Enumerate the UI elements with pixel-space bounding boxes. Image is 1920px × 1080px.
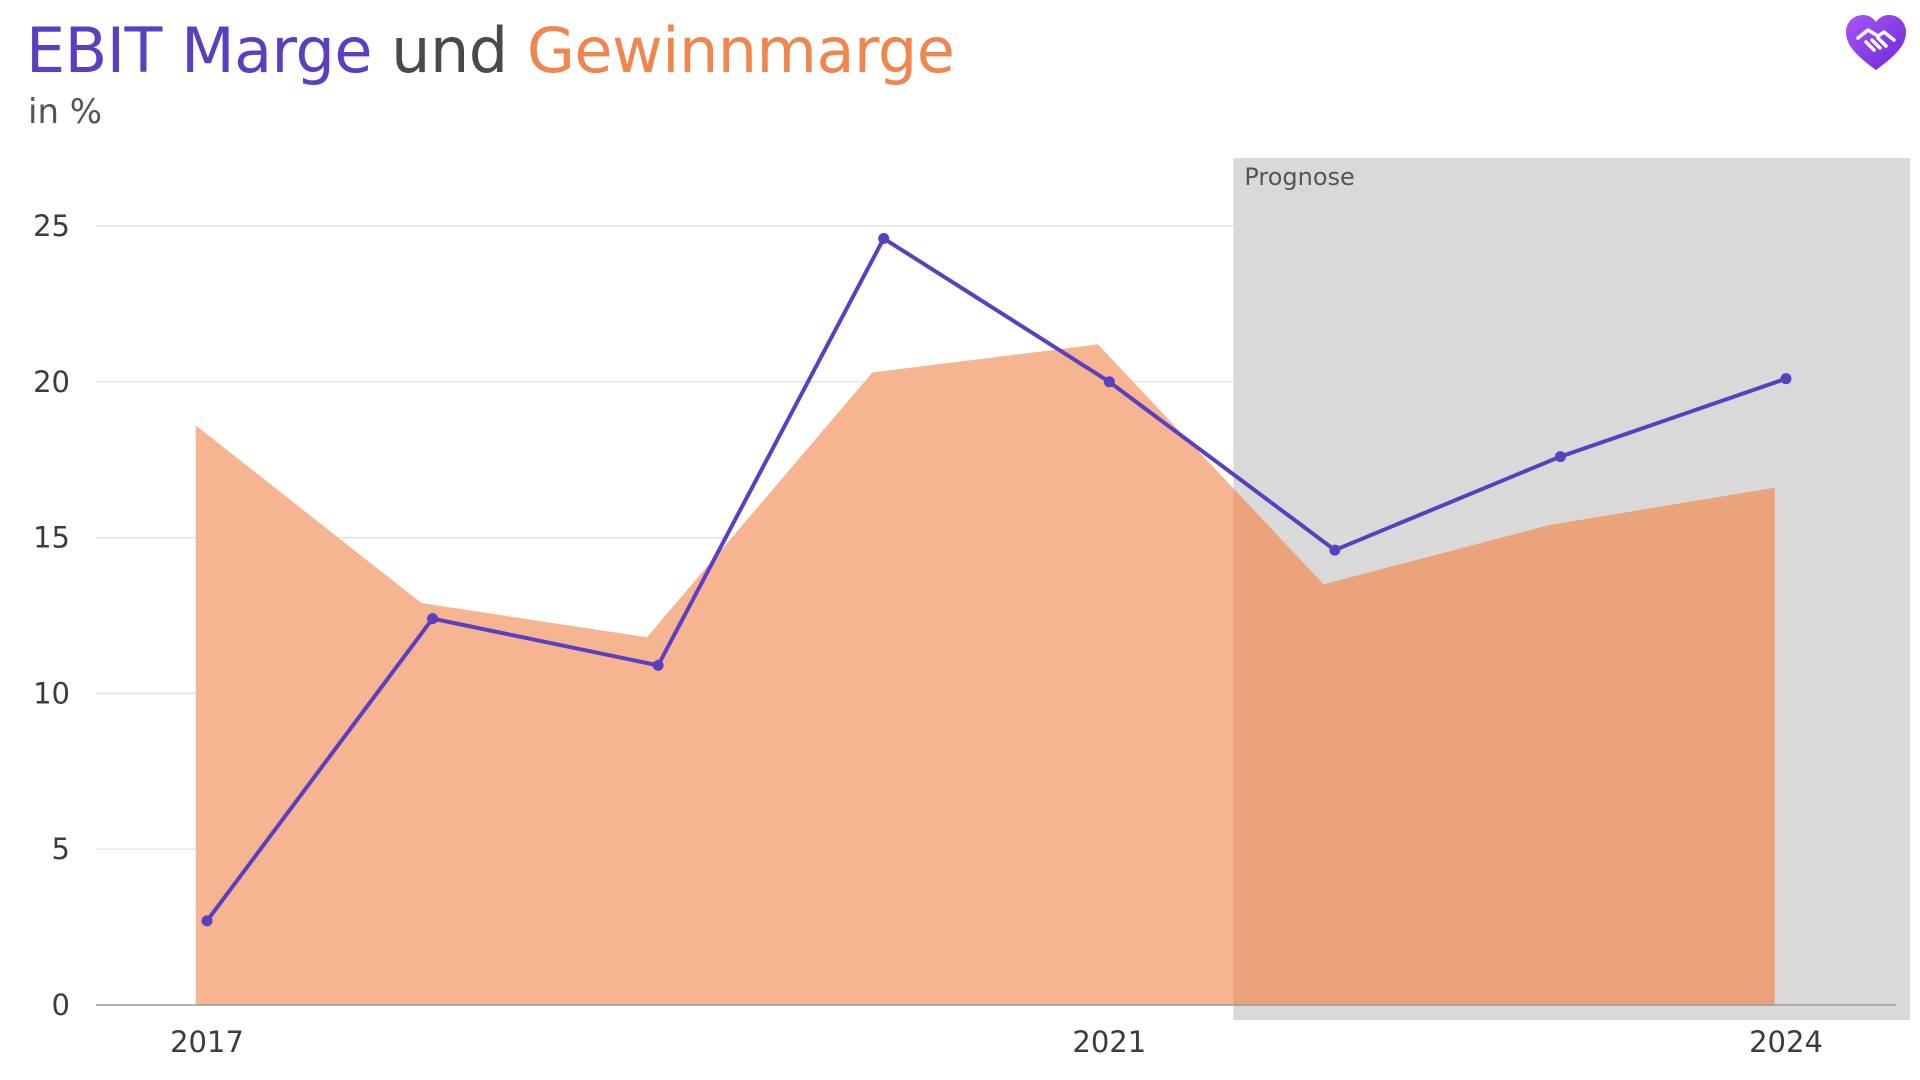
ebit-marge-point [201,915,213,927]
x-tick-label: 2024 [1749,1025,1823,1059]
chart-title: EBIT Marge und Gewinnmarge [26,14,955,87]
title-und: und [371,14,527,87]
x-tick-label: 2017 [170,1025,244,1059]
ebit-marge-point [878,232,890,244]
chart-subtitle: in % [28,92,103,132]
ebit-marge-line [205,236,1787,923]
y-tick-label: 25 [33,209,70,243]
forecast-label: Prognose [1244,163,1354,191]
ebit-marge-point [1329,544,1341,556]
ebit-marge-point [1554,451,1566,463]
title-ebit-marge: EBIT Marge [26,14,372,87]
ebit-marge-point [1103,376,1115,388]
title-gewinnmarge: Gewinnmarge [526,14,955,87]
y-tick-label: 5 [52,832,70,866]
y-tick-label: 10 [33,676,70,710]
y-tick-label: 15 [33,521,70,555]
y-tick-label: 0 [52,988,70,1022]
y-tick-label: 20 [33,365,70,399]
x-tick-label: 2021 [1072,1025,1146,1059]
gewinnmarge-area-forecast [1233,487,1775,1005]
ebit-marge-point [427,613,439,625]
heart-handshake-icon [1844,12,1908,74]
ebit-marge-point [652,659,664,671]
ebit-marge-point [1780,373,1792,385]
